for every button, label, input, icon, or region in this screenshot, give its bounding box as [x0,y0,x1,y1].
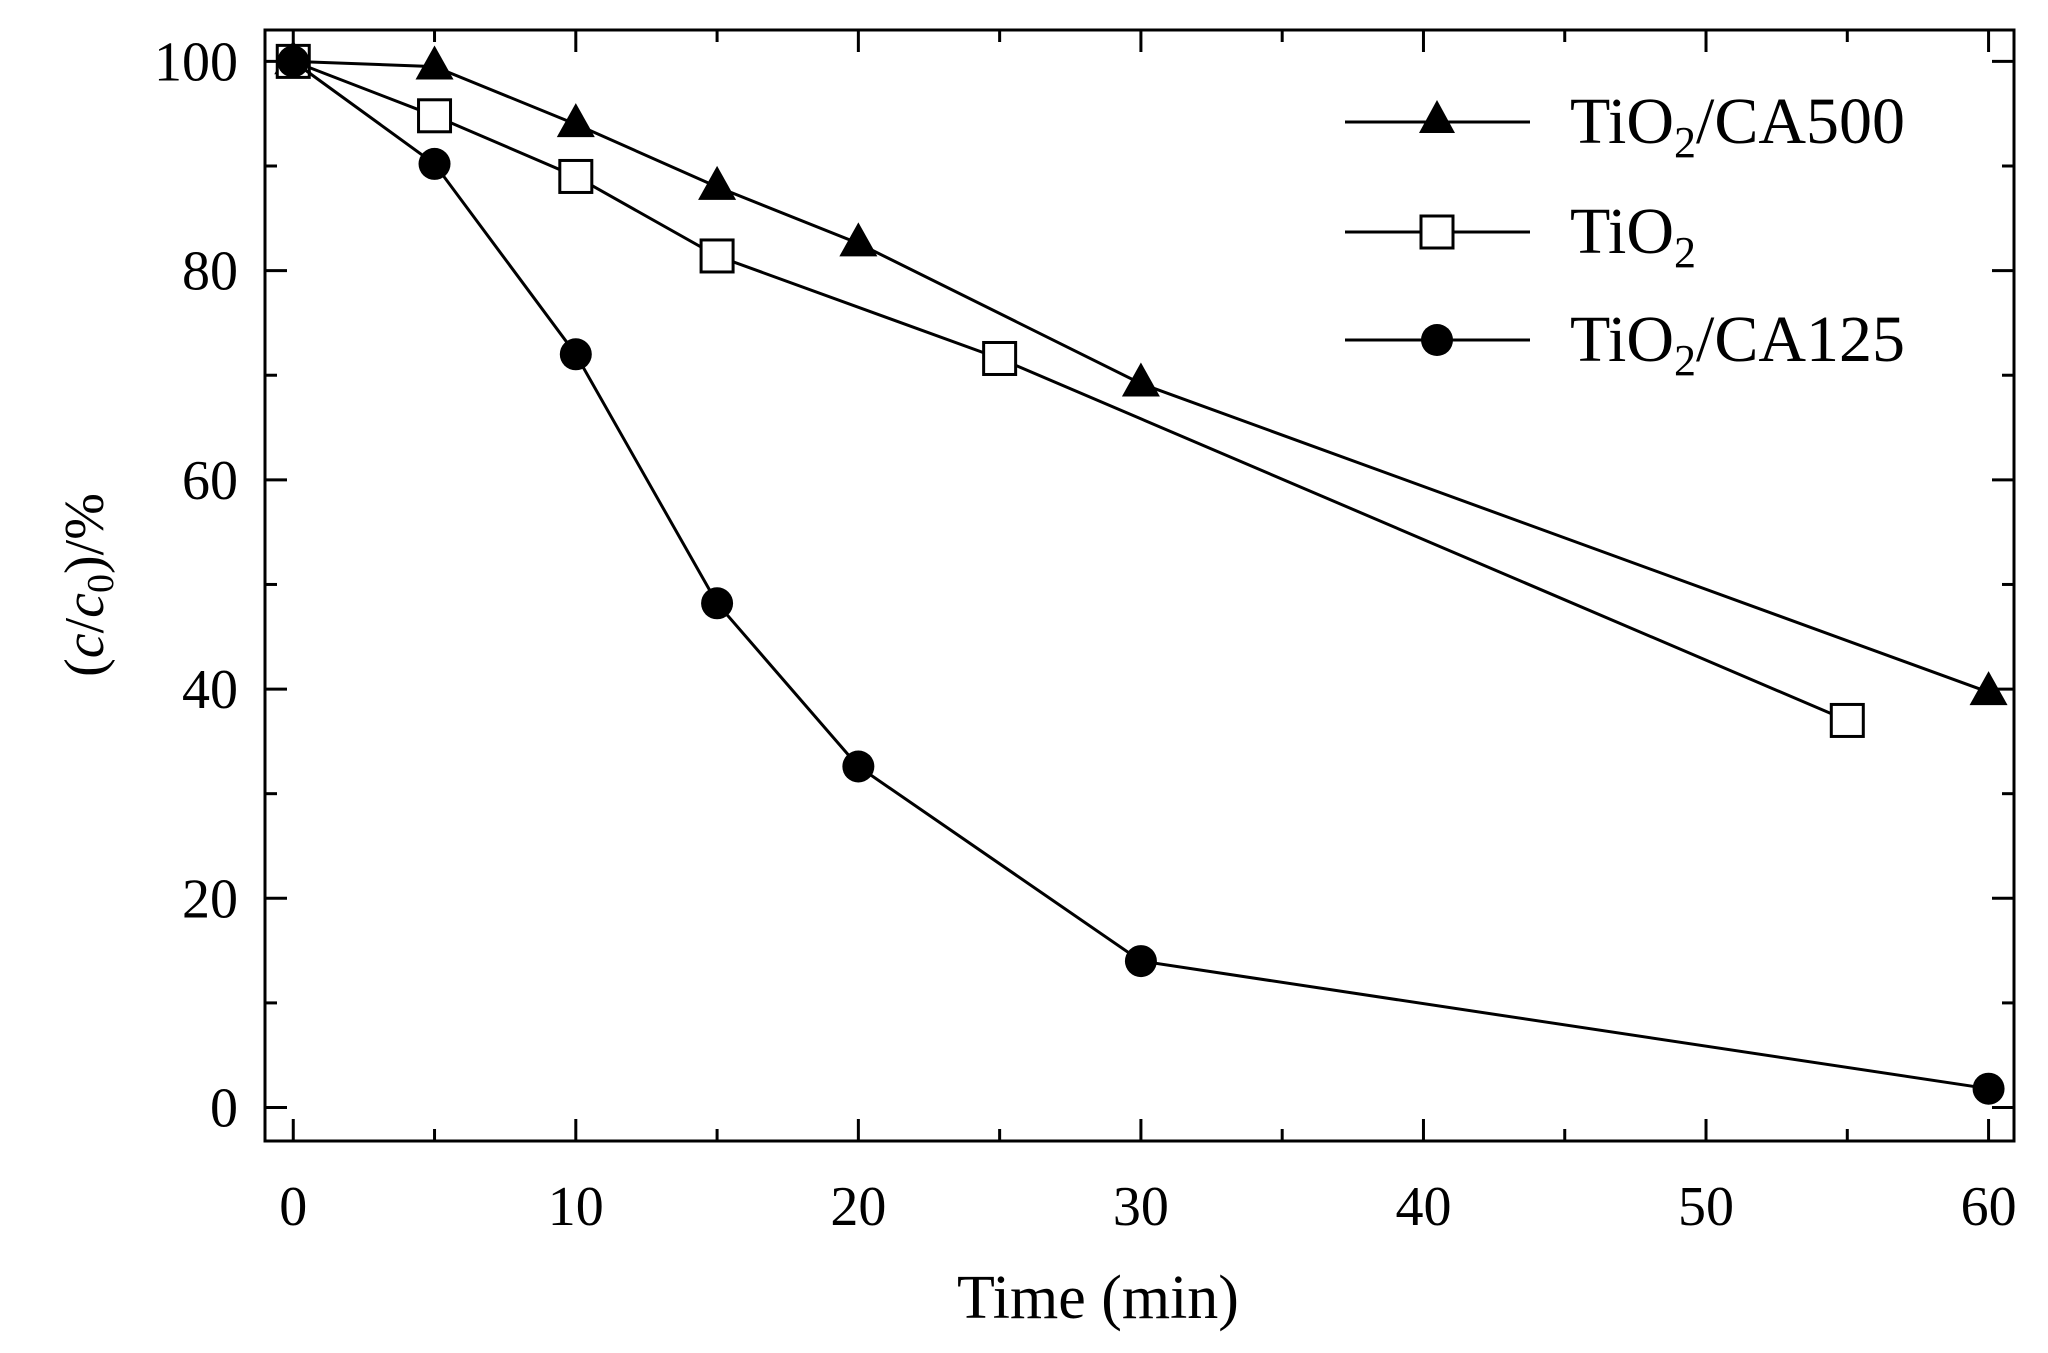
x-tick-label: 10 [548,1176,604,1238]
series-line [292,60,1848,722]
y-axis-title-c0: c [54,593,116,618]
y-axis-title: (c/c0)/% [54,493,122,677]
series-layer [274,40,2008,1105]
y-tick-label: 40 [182,659,238,721]
y-tick-label: 80 [182,241,238,303]
legend: TiO2/CA500 TiO2 TiO2/CA125 [1345,85,1905,385]
data-point-square [982,340,1018,376]
y-axis-title-close: )/% [54,493,116,574]
data-point-triangle [1121,362,1160,397]
y-tick-label: 100 [154,31,238,93]
axis-ticks [265,30,2014,1141]
data-point-circle [842,750,875,783]
y-axis-title-open: ( [54,658,116,677]
y-tick-labels: 0 20 40 60 80 100 [154,31,238,1139]
x-tick-label: 0 [279,1176,307,1238]
y-axis-title-slash: / [54,617,116,633]
y-tick-label: 0 [210,1078,238,1140]
data-point-square [558,158,594,194]
x-axis-title: Time (min) [957,1264,1239,1332]
legend-label-ca500: TiO2/CA500 [1570,85,1905,167]
data-point-circle [1124,945,1157,978]
legend-marker-ca125 [1421,324,1453,356]
legend-label-ca125-sub: 2 [1674,336,1696,385]
x-tick-labels: 0 10 20 30 40 50 60 [279,1176,2016,1238]
y-axis-title-sub: 0 [80,574,122,593]
legend-label-ca125: TiO2/CA125 [1570,303,1905,385]
legend-label-tio2-base: TiO [1570,195,1674,268]
y-tick-label: 60 [182,450,238,512]
x-tick-label: 30 [1113,1176,1169,1238]
legend-label-ca500-base: TiO [1570,85,1674,158]
data-point-square [417,98,453,134]
x-tick-label: 50 [1678,1176,1734,1238]
data-point-triangle [1969,671,2008,706]
data-point-circle [1972,1072,2005,1105]
y-tick-label: 20 [182,868,238,930]
legend-label-ca500-rest: /CA500 [1696,85,1905,158]
x-tick-label: 40 [1395,1176,1451,1238]
data-point-triangle [839,222,878,257]
series-tio2-ca125 [277,45,2005,1105]
legend-marker-tio2 [1419,214,1455,250]
x-tick-label: 60 [1961,1176,2017,1238]
data-point-triangle [556,103,595,138]
data-point-circle [559,338,592,371]
data-point-square [699,238,735,274]
data-point-circle [701,587,734,620]
data-point-triangle [698,165,737,200]
legend-label-ca125-base: TiO [1570,303,1674,376]
legend-label-tio2: TiO2 [1570,195,1696,277]
data-point-square [1829,702,1865,738]
y-axis-title-c: c [54,633,116,658]
data-point-circle [418,147,451,180]
x-tick-label: 20 [830,1176,886,1238]
legend-label-tio2-sub: 2 [1674,228,1696,277]
legend-marker-ca500 [1419,100,1455,133]
data-point-circle [277,45,310,78]
series-tio2-ca500 [274,40,2008,706]
legend-label-ca500-sub: 2 [1674,118,1696,167]
series-tio2 [275,43,1865,738]
legend-label-ca125-rest: /CA125 [1696,303,1905,376]
data-point-triangle [415,45,454,80]
